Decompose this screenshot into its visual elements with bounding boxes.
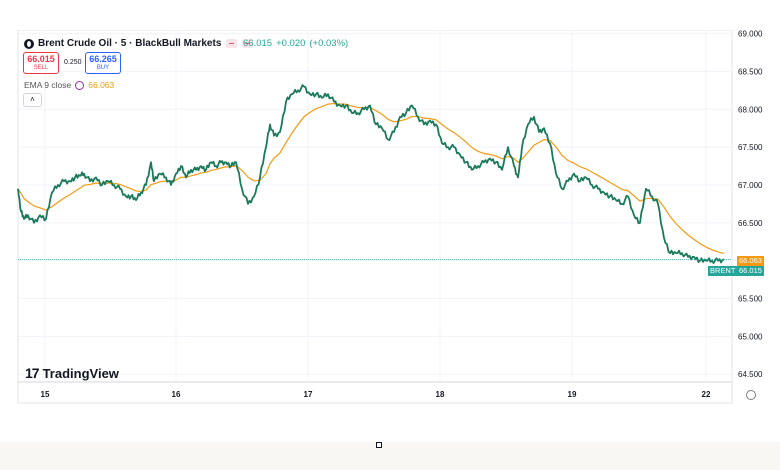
chevron-up-icon: ˄ — [30, 95, 35, 104]
x-tick-label: 18 — [436, 390, 445, 399]
buy-price: 66.265 — [89, 54, 117, 64]
y-tick-label: 68.000 — [738, 105, 763, 114]
x-tick-label: 19 — [568, 390, 577, 399]
x-tick-label: 16 — [172, 390, 181, 399]
buy-label: BUY — [96, 65, 110, 71]
y-tick-label: 67.500 — [738, 143, 763, 152]
symbol-price-tag: BRENT — [708, 266, 738, 276]
ema-price-tag: 66.063 — [737, 256, 764, 266]
y-tick-label: 65.500 — [738, 295, 763, 304]
indicator-name[interactable]: EMA 9 close — [24, 80, 72, 90]
tradingview-mark: 17 — [25, 365, 40, 381]
settings-icon[interactable] — [746, 390, 756, 400]
y-tick-label: 64.500 — [738, 370, 763, 379]
symbol-header[interactable]: Brent Crude Oil · 5 · BlackBull Markets — [24, 38, 254, 49]
price-line — [17, 84, 725, 264]
resize-handle[interactable] — [376, 442, 382, 448]
chart-canvas[interactable]: 64.50065.00065.50066.00066.50067.00067.5… — [0, 30, 780, 405]
buy-button[interactable]: 66.265 BUY — [85, 52, 121, 74]
sell-button[interactable]: 66.015 SELL — [23, 52, 59, 74]
equals-button[interactable] — [242, 39, 254, 48]
tradingview-wordmark: TradingView — [42, 365, 119, 381]
x-tick-label: 22 — [702, 390, 711, 399]
logo-icon — [24, 38, 34, 49]
spread-value: 0.250 — [64, 59, 82, 66]
indicator-legend[interactable]: EMA 9 close 66.063 — [24, 80, 114, 90]
x-tick-label: 15 — [41, 390, 50, 399]
tradingview-logo[interactable]: 17 TradingView — [25, 365, 119, 381]
ema-visibility-icon[interactable] — [75, 80, 85, 90]
price-chart[interactable]: 64.50065.00065.50066.00066.50067.00067.5… — [0, 30, 780, 405]
price-change: +0.020 — [276, 38, 306, 49]
plot-frame — [17, 30, 733, 404]
x-tick-label: 17 — [304, 390, 313, 399]
sell-price: 66.015 — [27, 54, 55, 64]
minus-button[interactable] — [226, 39, 238, 48]
y-tick-label: 65.000 — [738, 332, 763, 341]
indicator-value: 66.063 — [88, 80, 115, 90]
quote-values: 66.015 +0.020 (+0.03%) — [243, 38, 348, 49]
y-tick-label: 66.500 — [738, 219, 763, 228]
last-price: 66.015 — [243, 38, 273, 49]
bottom-bar — [0, 442, 780, 470]
y-tick-label: 68.500 — [738, 67, 763, 76]
ema-line — [17, 102, 725, 255]
collapse-legend-button[interactable]: ˄ — [23, 93, 42, 107]
symbol-title[interactable]: Brent Crude Oil · 5 · BlackBull Markets — [38, 38, 222, 49]
y-tick-label: 67.000 — [738, 181, 763, 190]
last-price-tag: 66.015 — [737, 266, 764, 276]
sell-label: SELL — [33, 65, 49, 71]
y-tick-label: 69.000 — [738, 30, 763, 39]
price-change-pct: (+0.03%) — [309, 38, 349, 49]
